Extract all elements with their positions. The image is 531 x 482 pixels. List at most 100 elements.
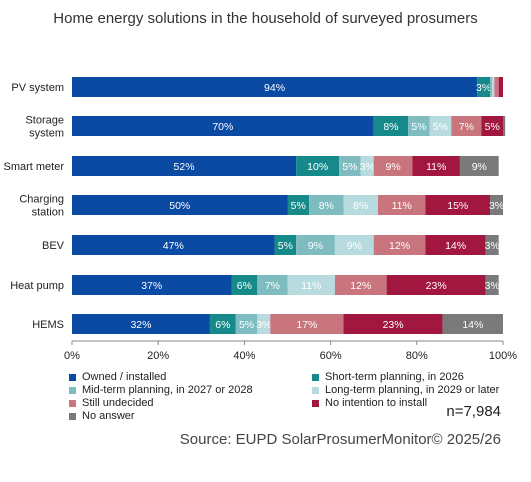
bar-segment-pv-system-owned-installed [72,77,478,97]
legend-item-no-answer: No answer [69,410,135,422]
category-label: PV system [11,82,64,94]
x-tick-label: 100% [489,350,517,362]
data-label: 5% [485,121,500,133]
x-tick-label: 0% [64,350,80,362]
bar-segment-charging-station-no-intention-to-install [425,195,491,215]
legend-swatch [69,386,76,394]
data-label: 5% [342,161,357,173]
data-label: 10% [307,161,328,173]
bar-segment-smart-meter-still-undecided [373,156,413,176]
bar-segment-charging-station-still-undecided [378,195,426,215]
legend-swatch [69,399,76,407]
bar-segment-heat-pump-short-term-planning-in-2026 [231,275,258,295]
data-label: 5% [278,240,293,252]
bar-segment-bev-owned-installed [72,235,275,255]
legend-label: Long-term planning, in 2029 or later [325,384,500,396]
data-label: 8% [383,121,398,133]
data-label: 9% [386,161,401,173]
data-label: 5% [411,121,426,133]
bar-segment-smart-meter-long-term-planning-in-2029-or-later [360,156,374,176]
data-label: 8% [319,200,334,212]
source-note: Source: EUPD SolarProsumerMonitor© 2025/… [179,431,501,448]
data-label: 7% [265,280,280,292]
data-label: 3% [485,280,500,292]
category-label: Storage system [25,115,64,140]
bar-segment-hems-no-intention-to-install [343,314,443,334]
data-label: 50% [169,200,190,212]
bar-segment-charging-station-mid-term-planning-in-2027-or-2028 [309,195,344,215]
legend-item-owned-installed: Owned / installed [69,371,166,383]
data-label: 9% [308,240,323,252]
bar-segment-bev-long-term-planning-in-2029-or-later [334,235,374,255]
bar-segment-pv-system-no-intention-to-install [498,77,503,97]
data-label: 12% [389,240,410,252]
bar-segment-hems-mid-term-planning-in-2027-or-2028 [235,314,258,334]
bar-segment-smart-meter-mid-term-planning-in-2027-or-2028 [339,156,361,176]
category-label: Heat pump [10,280,64,292]
bar-segment-bev-short-term-planning-in-2026 [274,235,297,255]
bar-segment-smart-meter-short-term-planning-in-2026 [296,156,340,176]
bar-segment-bev-still-undecided [373,235,426,255]
legend-swatch [312,386,319,394]
bar-segment-heat-pump-no-intention-to-install [386,275,486,295]
bar-segment-pv-system-mid-term-planning-in-2027-or-2028 [490,77,493,97]
data-label: 70% [212,121,233,133]
legend-label: Short-term planning, in 2026 [325,371,464,383]
data-label: 7% [459,121,474,133]
x-tick-label: 20% [147,350,169,362]
legend-label: Owned / installed [82,371,167,383]
data-label: 52% [174,161,195,173]
data-label: 3% [360,161,375,173]
data-label: 11% [301,280,321,292]
legend-item-no-intention-to-install: No intention to install [312,397,427,409]
bar-segment-heat-pump-no-answer [485,275,499,295]
category-label: BEV [42,240,65,252]
chart-title: Home energy solutions in the household o… [53,10,478,27]
bar-segment-heat-pump-owned-installed [72,275,232,295]
bar-segment-pv-system-short-term-planning-in-2026 [477,77,491,97]
bar-segment-storage-system-still-undecided [451,116,482,136]
bar-segment-bev-mid-term-planning-in-2027-or-2028 [296,235,335,255]
data-label: 14% [462,319,483,331]
data-label: 6% [237,280,252,292]
legend-item-short-term-planning-in-2026: Short-term planning, in 2026 [312,371,464,383]
x-tick-label: 80% [406,350,428,362]
data-label: 94% [264,82,285,94]
legend-item-long-term-planning-in-2029-or-later: Long-term planning, in 2029 or later [312,384,499,396]
bar-segment-charging-station-owned-installed [72,195,288,215]
legend-label: No intention to install [325,397,428,409]
data-label: 47% [163,240,184,252]
data-label: 14% [445,240,466,252]
bar-segment-heat-pump-mid-term-planning-in-2027-or-2028 [257,275,288,295]
legend-swatch [312,399,319,407]
bar-segment-heat-pump-still-undecided [334,275,387,295]
data-label: 37% [141,280,162,292]
data-label: 5% [291,200,306,212]
x-tick-label: 40% [233,350,255,362]
bar-segment-smart-meter-no-intention-to-install [412,156,460,176]
bar-segment-bev-no-intention-to-install [425,235,486,255]
legend-label: Still undecided [82,397,154,409]
data-label: 6% [215,319,230,331]
sample-size-note: n=7,984 [446,403,501,420]
bar-segment-pv-system-long-term-planning-in-2029-or-later [492,77,495,97]
bar-segment-smart-meter-owned-installed [72,156,297,176]
data-label: 9% [347,240,362,252]
bar-segment-hems-still-undecided [270,314,344,334]
data-label: 15% [447,200,468,212]
bar-segment-hems-long-term-planning-in-2029-or-later [257,314,271,334]
data-label: 5% [239,319,254,331]
data-label: 8% [353,200,368,212]
bar-segment-charging-station-long-term-planning-in-2029-or-later [343,195,379,215]
stacked-bar-chart: 94% 3% PV system 70% 8% 5% 5% 7% 5% Storage system… [3,77,517,362]
bar-segment-storage-system-mid-term-planning-in-2027-or-2028 [408,116,430,136]
bar-segment-storage-system-no-intention-to-install [481,116,503,136]
legend-label: No answer [82,410,135,422]
data-label: 5% [433,121,448,133]
bar-segment-bev-no-answer [485,235,499,255]
data-label: 12% [350,280,371,292]
legend-item-still-undecided: Still undecided [69,397,154,409]
category-label: Charging station [19,194,64,219]
data-label: 32% [130,319,151,331]
category-label: HEMS [32,319,64,331]
